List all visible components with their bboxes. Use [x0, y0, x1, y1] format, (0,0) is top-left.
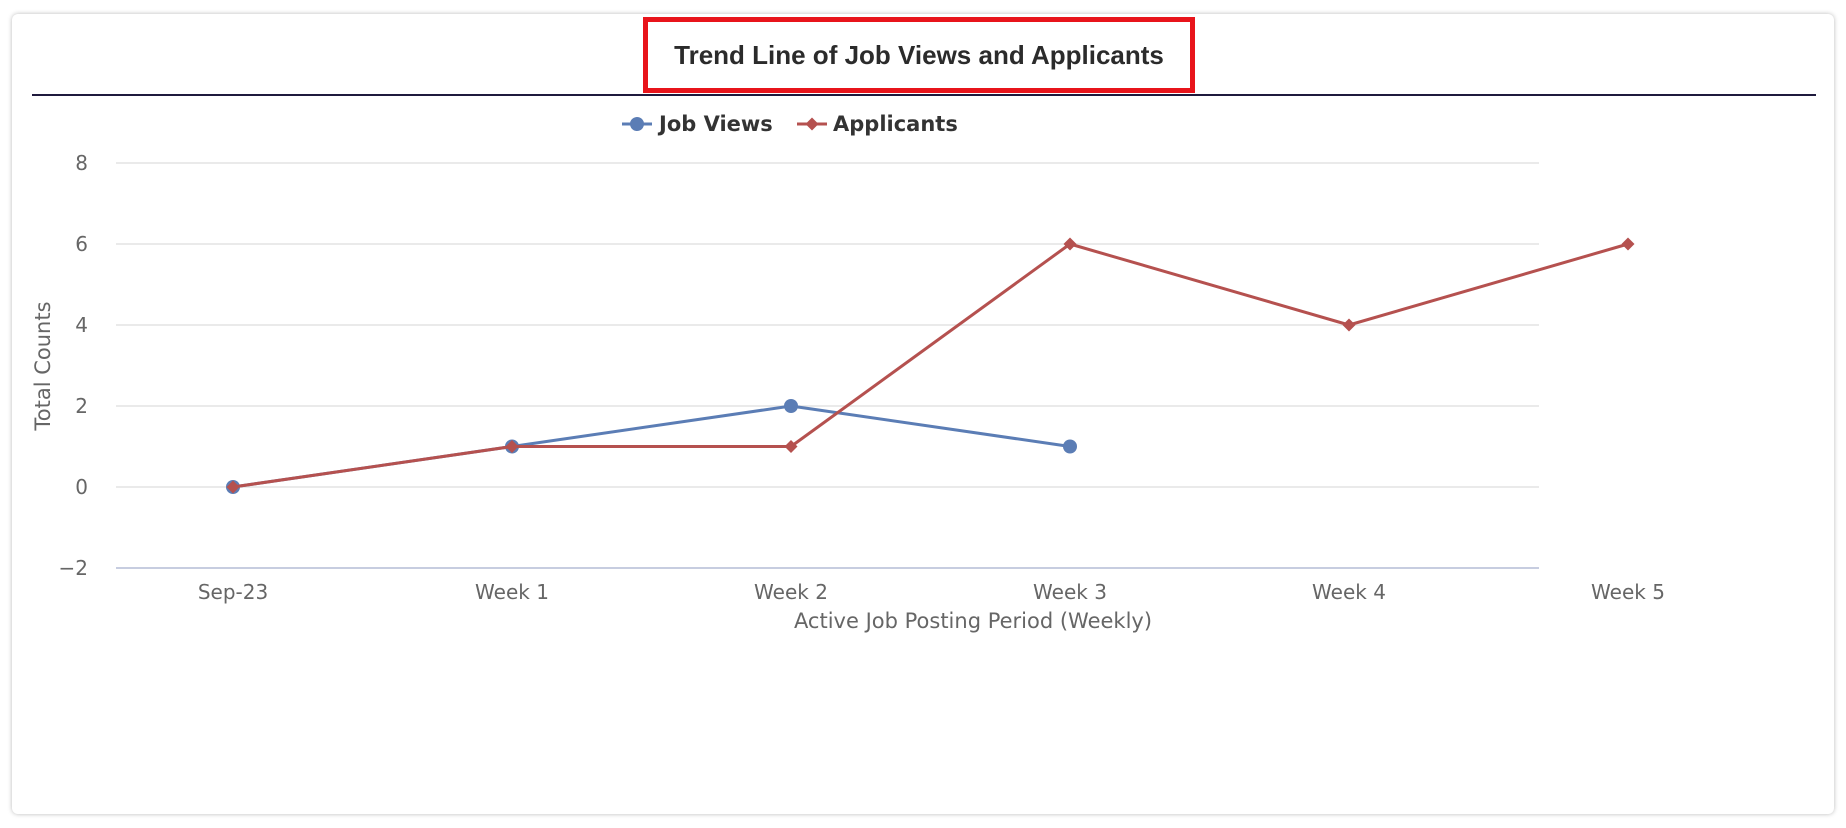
- data-point[interactable]: [1063, 439, 1077, 454]
- x-tick-label: Week 3: [1033, 580, 1107, 604]
- x-axis-label: Active Job Posting Period (Weekly): [794, 609, 1152, 633]
- y-tick-label: −2: [59, 556, 88, 580]
- data-point[interactable]: [784, 440, 798, 453]
- x-tick-label: Week 2: [754, 580, 828, 604]
- grid-lines: [116, 162, 1539, 569]
- legend[interactable]: Job Views Applicants: [622, 112, 958, 136]
- y-tick-label: 8: [75, 151, 88, 175]
- x-tick-labels: Sep-23 Week 1 Week 2 Week 3 Week 4 Week 5: [198, 580, 1665, 604]
- chart-title: Trend Line of Job Views and Applicants: [674, 39, 1164, 70]
- x-tick-label: Week 4: [1312, 580, 1386, 604]
- title-divider: [32, 94, 1816, 96]
- data-point[interactable]: [1063, 237, 1077, 251]
- legend-label[interactable]: Applicants: [833, 112, 958, 136]
- legend-marker-icon[interactable]: [805, 117, 819, 131]
- chart-card: Trend Line of Job Views and Applicants −…: [12, 14, 1834, 814]
- series-line: [231, 242, 1630, 489]
- legend-marker-icon[interactable]: [630, 117, 644, 131]
- data-point[interactable]: [226, 480, 240, 494]
- x-tick-label: Week 5: [1591, 580, 1665, 604]
- series-layer: [226, 237, 1635, 494]
- legend-item-applicants[interactable]: Applicants: [797, 112, 958, 136]
- y-tick-label: 4: [75, 313, 88, 337]
- series-applicants: [226, 237, 1635, 494]
- legend-label[interactable]: Job Views: [657, 112, 773, 136]
- x-tick-label: Sep-23: [198, 580, 268, 604]
- y-tick-label: 0: [75, 475, 88, 499]
- y-axis-label: Total Counts: [31, 301, 55, 431]
- data-point[interactable]: [1342, 318, 1356, 332]
- data-point[interactable]: [1621, 237, 1635, 251]
- y-tick-label: 6: [75, 232, 88, 256]
- y-tick-labels: −2 0 2 4 6 8: [59, 151, 88, 580]
- data-point[interactable]: [505, 440, 519, 453]
- line-chart: −2 0 2 4 6 8 Sep-23 Week 1 Week 2 Week 3 Week 4 We…: [31, 112, 1665, 633]
- x-tick-label: Week 1: [475, 580, 549, 604]
- data-point[interactable]: [784, 399, 798, 413]
- y-tick-label: 2: [75, 394, 88, 418]
- chart-title-box: Trend Line of Job Views and Applicants: [643, 17, 1195, 93]
- legend-item-job-views[interactable]: Job Views: [622, 112, 773, 136]
